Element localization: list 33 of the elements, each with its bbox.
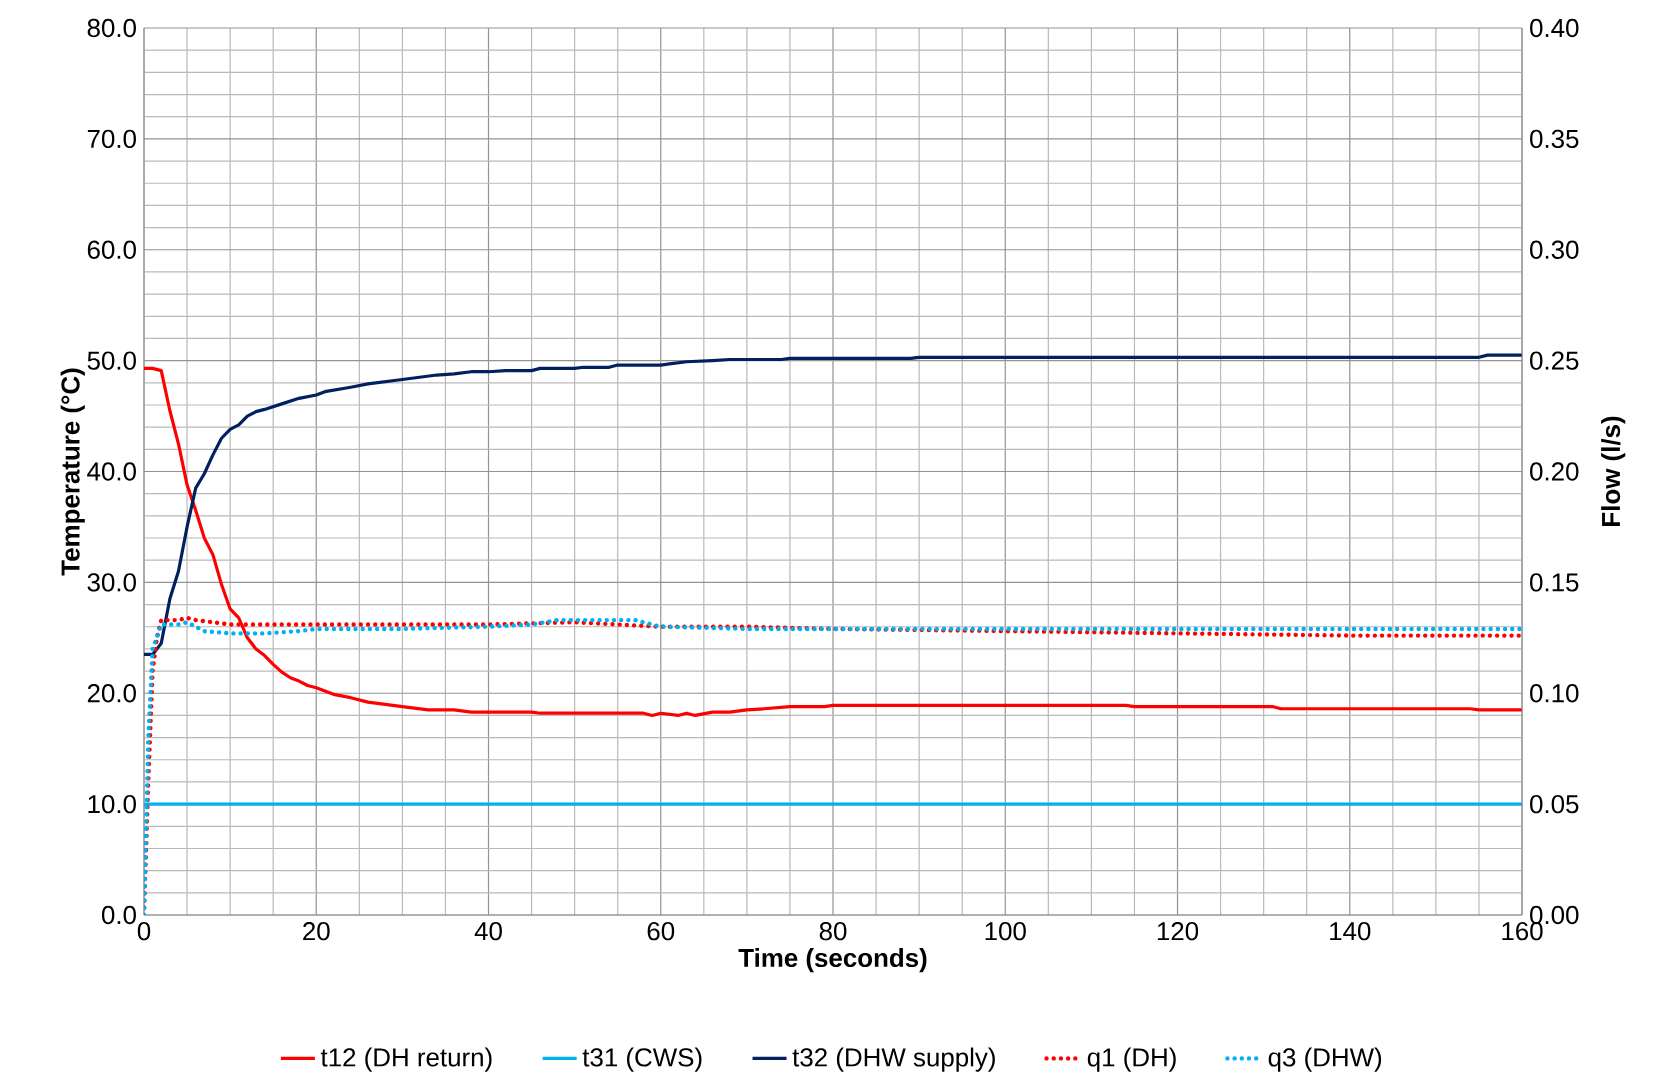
legend-label: q1 (DH): [1087, 1047, 1176, 1072]
x-tick-label: 20: [303, 922, 330, 941]
y2-tick-label: 0.10: [1530, 684, 1579, 703]
y2-tick-label: 0.35: [1530, 129, 1579, 149]
y2-tick-label: 0.25: [1530, 351, 1579, 370]
x-tick-label: 120: [1157, 922, 1199, 941]
y-tick-label: 70.0: [87, 129, 136, 149]
y2-tick-label: 0.20: [1530, 462, 1579, 481]
y2-tick-label: 0.05: [1530, 794, 1579, 814]
x-tick-label: 140: [1330, 922, 1371, 941]
x-axis-title: Time (seconds): [738, 948, 927, 973]
y-tick-label: 60.0: [87, 240, 136, 259]
legend-label: t12 (DH return): [320, 1047, 492, 1072]
legend-label: t31 (CWS): [582, 1047, 702, 1072]
x-tick-label: 80: [819, 922, 847, 941]
y2-tick-label: 0.40: [1530, 18, 1579, 38]
legend-label: t32 (DHW supply): [792, 1047, 995, 1072]
y-tick-label: 50.0: [87, 351, 136, 370]
y2-axis-title: Flow (l/s): [1601, 416, 1626, 526]
y-tick-label: 80.0: [87, 18, 136, 38]
y-tick-label: 40.0: [87, 462, 136, 481]
y-tick-label: 30.0: [87, 573, 136, 592]
y-axis-title: Temperature (°C): [60, 368, 85, 576]
x-tick-label: 40: [474, 922, 502, 941]
y-tick-label: 10.0: [88, 794, 136, 814]
x-tick-label: 100: [985, 922, 1026, 941]
x-tick-label: 60: [647, 922, 675, 941]
y-tick-label: 20.0: [87, 684, 136, 703]
y2-tick-label: 0.15: [1530, 573, 1579, 592]
x-tick-label: 0: [137, 922, 151, 941]
y2-tick-label: 0.30: [1530, 240, 1579, 259]
y-tick-label: 0.0: [101, 905, 136, 925]
legend-label: q3 (DHW): [1268, 1047, 1382, 1072]
